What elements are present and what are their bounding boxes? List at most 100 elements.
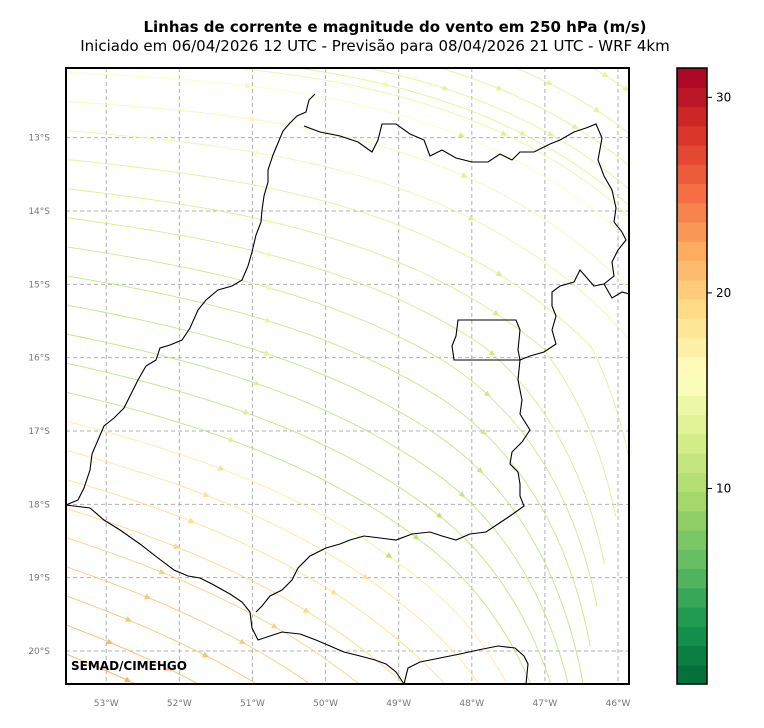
streamline	[66, 420, 508, 684]
streamline-arrow	[435, 512, 443, 519]
streamline-arrow	[488, 349, 495, 357]
colorbar-segment	[677, 530, 707, 550]
streamline	[66, 624, 200, 684]
longitude-axis: 53°W 52°W 51°W 50°W 49°W 48°W 47°W 46°W	[94, 699, 631, 709]
streamline	[66, 566, 311, 684]
streamline-arrow	[265, 284, 273, 291]
streamline-arrow	[254, 149, 261, 156]
streamline-arrow	[495, 270, 503, 277]
streamline-arrow	[245, 82, 252, 89]
streamline	[438, 68, 629, 167]
streamline	[66, 391, 532, 684]
streamline-arrow	[547, 130, 554, 137]
colorbar-segment	[677, 510, 707, 531]
map-subtitle: Iniciado em 06/04/2026 12 UTC - Previsão…	[80, 37, 670, 55]
streamline	[592, 68, 629, 92]
colorbar-segment	[677, 472, 707, 493]
streamlines	[66, 68, 629, 694]
streamline-arrow	[622, 85, 629, 92]
lon-tick-label: 51°W	[240, 699, 265, 709]
streamline	[66, 478, 446, 684]
colorbar-segment	[677, 664, 707, 685]
streamline	[229, 68, 629, 218]
streamline-arrow	[495, 85, 503, 91]
colorbar-segment	[677, 549, 707, 570]
streamline-arrow	[458, 491, 465, 498]
streamline-arrow	[238, 638, 246, 644]
streamline-arrow	[266, 251, 274, 258]
streamline	[293, 68, 629, 207]
streamline-arrow	[545, 79, 553, 85]
colorbar-segment	[677, 87, 707, 108]
lon-tick-label: 50°W	[313, 699, 338, 709]
lat-tick-label: 16°S	[28, 354, 50, 364]
streamline-arrow	[492, 309, 500, 316]
streamline-arrow	[458, 132, 465, 138]
streamline-arrow	[268, 185, 275, 191]
colorbar-segment	[677, 68, 707, 88]
streamline	[66, 275, 591, 647]
streamline-arrow	[330, 589, 338, 595]
streamline	[364, 68, 629, 190]
streamline-arrow	[125, 616, 132, 622]
colorbar-ticks: 10 20 30	[707, 90, 731, 495]
streamline-arrow	[83, 688, 90, 694]
streamline-arrow	[442, 85, 449, 91]
streamline	[66, 653, 137, 684]
streamline-arrow	[249, 115, 257, 122]
streamline-arrow	[158, 568, 166, 575]
colorbar-segment	[677, 645, 707, 666]
lon-tick-label: 49°W	[386, 699, 411, 709]
streamline-arrow	[460, 172, 468, 178]
credit-label: SEMAD/CIMEHGO	[71, 659, 187, 673]
lat-tick-label: 18°S	[28, 500, 50, 510]
streamline-arrow	[106, 638, 114, 645]
streamline	[66, 595, 258, 684]
streamline-arrow	[412, 533, 420, 540]
streamline-arrow	[188, 517, 195, 524]
streamline	[66, 537, 360, 684]
streamline-arrow	[265, 317, 272, 324]
streamline-arrow	[165, 665, 173, 671]
lat-tick-label: 17°S	[28, 427, 50, 437]
streamline	[66, 159, 629, 462]
colorbar-segment	[677, 491, 707, 512]
colorbar-segment	[677, 299, 707, 319]
colorbar-tick-label: 20	[716, 286, 731, 300]
lon-tick-label: 53°W	[94, 699, 119, 709]
streamline-arrow	[334, 78, 341, 85]
streamline-arrow	[476, 467, 483, 474]
streamline	[66, 508, 405, 684]
colorbar-segment	[677, 125, 707, 146]
colorbar-segment	[677, 260, 707, 281]
colorbar-segment	[677, 453, 707, 473]
colorbar-segment	[677, 337, 707, 358]
graticule	[66, 68, 629, 684]
colorbar	[677, 68, 707, 685]
colorbar-segment	[677, 356, 707, 377]
state-boundary	[66, 93, 529, 684]
lat-tick-label: 15°S	[28, 280, 50, 290]
streamline-arrow	[601, 71, 609, 78]
streamline-arrow	[302, 607, 310, 613]
lat-tick-label: 14°S	[28, 207, 50, 217]
lon-tick-label: 46°W	[606, 699, 631, 709]
colorbar-segment	[677, 376, 707, 396]
streamline-arrow	[202, 491, 210, 498]
colorbar-segment	[677, 607, 707, 627]
colorbar-segment	[677, 145, 707, 165]
streamline-arrow	[500, 130, 508, 136]
colorbar-segment	[677, 568, 707, 589]
streamline-arrow	[267, 218, 275, 225]
colorbar-segment	[677, 183, 707, 204]
colorbar-segment	[677, 587, 707, 608]
colorbar-segment	[677, 318, 707, 339]
colorbar-segment	[677, 241, 707, 262]
streamline-arrow	[480, 428, 487, 436]
streamline	[66, 304, 584, 684]
streamline-arrow	[385, 552, 393, 559]
streamline-arrow	[253, 379, 261, 386]
streamline	[514, 68, 629, 134]
streamline	[66, 362, 552, 684]
